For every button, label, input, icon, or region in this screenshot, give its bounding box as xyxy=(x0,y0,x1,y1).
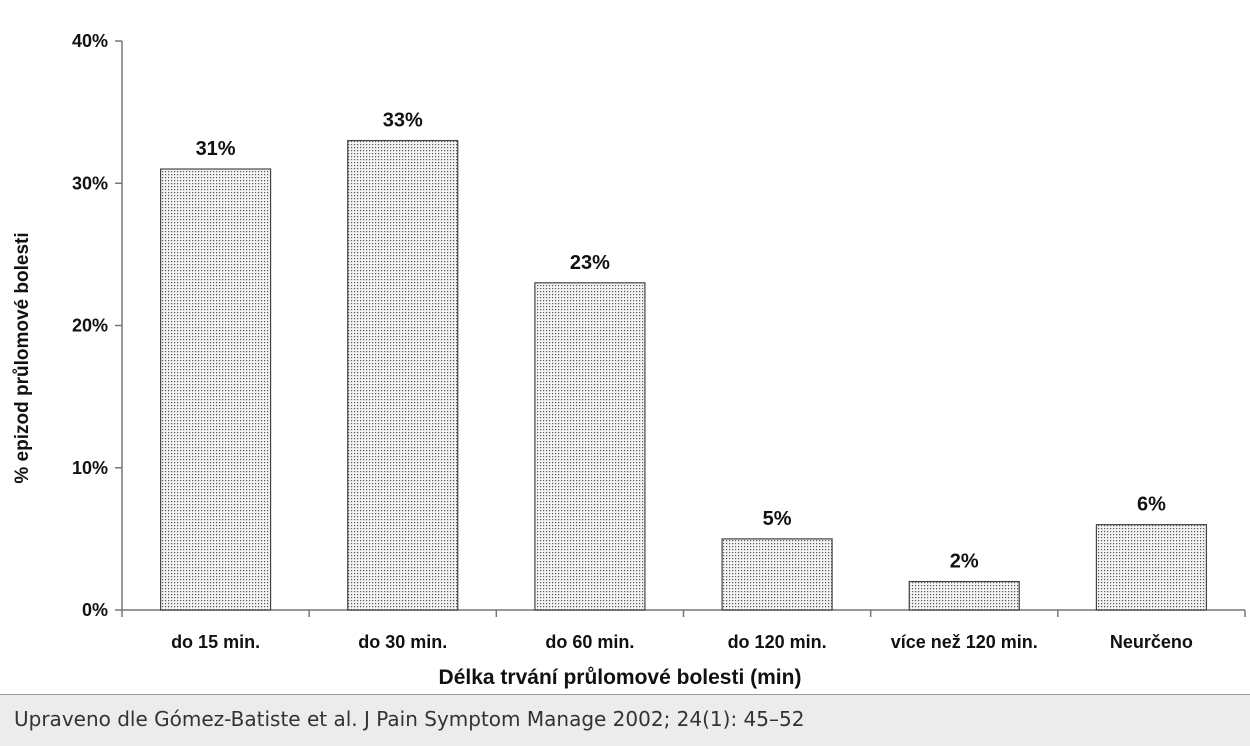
y-tick-label: 40% xyxy=(72,31,108,51)
bar xyxy=(159,168,272,611)
data-label: 31% xyxy=(196,138,236,160)
y-tick-label: 20% xyxy=(72,316,108,336)
x-axis-title: Délka trvání průlomové bolesti (min) xyxy=(439,666,802,689)
bar xyxy=(721,538,833,611)
category-label: do 30 min. xyxy=(358,632,447,652)
category-label: do 15 min. xyxy=(171,632,260,652)
bar xyxy=(347,139,459,611)
source-citation: Upraveno dle Gómez-Batiste et al. J Pain… xyxy=(14,707,805,731)
labels: 31% do 15 min. 33% do 30 min. 23% do 60 min. 5… xyxy=(171,110,1193,652)
bar xyxy=(534,282,646,611)
category-label: Neurčeno xyxy=(1110,632,1193,652)
data-label: 33% xyxy=(383,110,423,132)
bar xyxy=(1095,524,1208,611)
category-label: do 60 min. xyxy=(545,632,634,652)
data-label: 2% xyxy=(950,551,979,573)
bar-chart: 0% 10% 20% 30% 40% 31% do 15 min. 33% do 30 min… xyxy=(12,31,1246,689)
data-label: 5% xyxy=(763,508,792,530)
bar xyxy=(908,580,1020,611)
category-label: do 120 min. xyxy=(728,632,827,652)
y-tick-label: 10% xyxy=(72,458,108,478)
data-label: 23% xyxy=(570,252,610,274)
bars xyxy=(159,139,1208,611)
source-footer: Upraveno dle Gómez-Batiste et al. J Pain… xyxy=(0,694,1250,746)
y-axis-title: % epizod průlomové bolesti xyxy=(12,232,33,483)
y-tick-label: 0% xyxy=(82,600,108,620)
y-tick-label: 30% xyxy=(72,173,108,193)
category-label: více než 120 min. xyxy=(891,632,1038,652)
data-label: 6% xyxy=(1137,494,1166,516)
axes: 0% 10% 20% 30% 40% xyxy=(72,31,1246,620)
